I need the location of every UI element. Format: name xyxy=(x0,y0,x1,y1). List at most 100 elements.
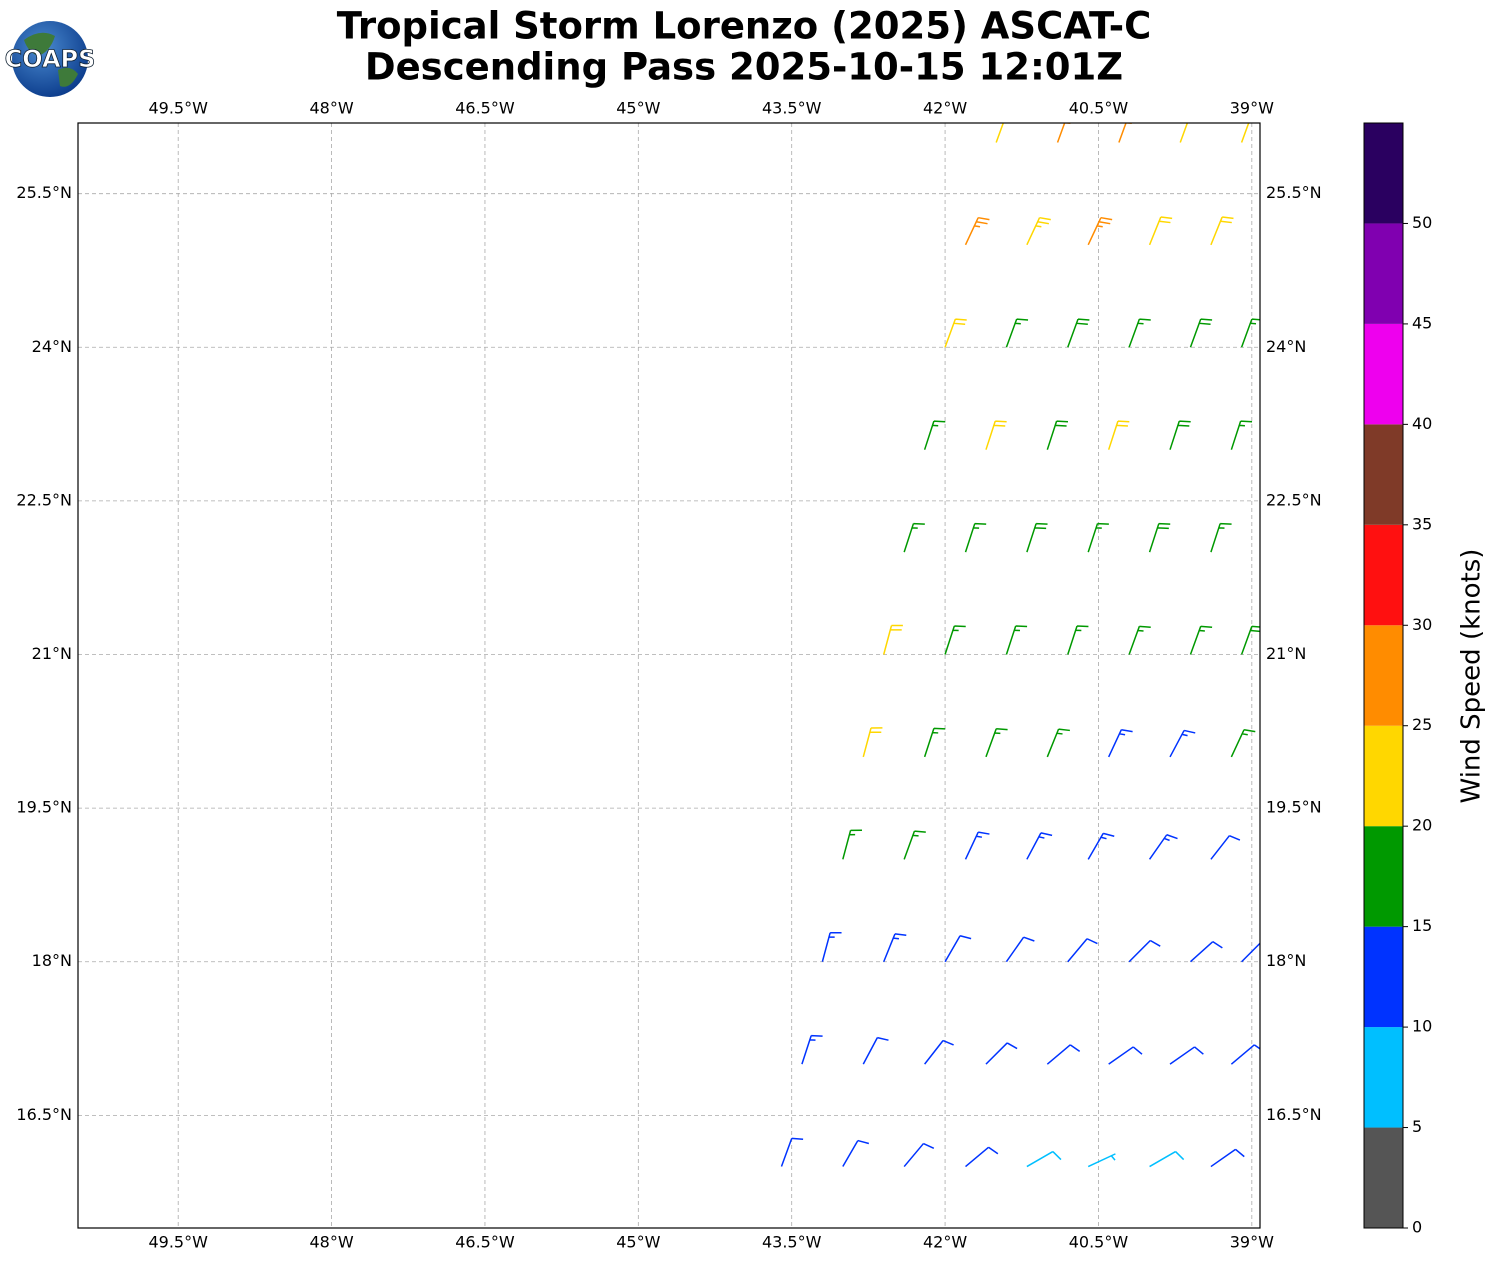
y-tick-label: 18°N xyxy=(1266,951,1306,970)
y-tick-label: 18°N xyxy=(32,951,72,970)
x-tick-label: 48°W xyxy=(309,99,353,118)
wind-barb xyxy=(985,420,1007,450)
wind-barb xyxy=(985,727,1008,758)
wind-barb xyxy=(862,727,883,758)
colorbar-segment xyxy=(1364,1027,1403,1128)
y-tick-label: 22.5°N xyxy=(16,490,72,509)
wind-barb xyxy=(1230,420,1253,450)
x-tick-label: 42°W xyxy=(923,99,967,118)
colorbar-tick-label: 50 xyxy=(1412,213,1432,232)
wind-barb xyxy=(964,522,987,553)
wind-barb xyxy=(1026,1150,1062,1168)
wind-barb xyxy=(1128,318,1151,348)
y-tick-label: 19.5°N xyxy=(16,798,72,817)
colorbar-tick-label: 25 xyxy=(1412,715,1432,734)
colorbar-tick-label: 40 xyxy=(1412,414,1432,433)
x-tick-label: 43.5°W xyxy=(762,1233,822,1252)
wind-barb xyxy=(1128,939,1161,963)
wind-barb xyxy=(903,830,926,860)
y-tick-label: 25.5°N xyxy=(1266,183,1322,202)
y-tick-label: 16.5°N xyxy=(1266,1105,1322,1124)
wind-barb xyxy=(923,420,946,450)
wind-barb xyxy=(944,318,967,348)
colorbar-segment xyxy=(1364,926,1403,1028)
wind-barb xyxy=(1189,625,1213,655)
x-tick-label: 46.5°W xyxy=(455,99,515,118)
x-tick-label: 45°W xyxy=(616,1233,660,1252)
wind-barb xyxy=(883,933,907,963)
y-tick-label: 22.5°N xyxy=(1266,490,1322,509)
wind-barb xyxy=(1026,522,1048,553)
wind-barb xyxy=(1128,625,1151,655)
colorbar-tick-label: 5 xyxy=(1412,1117,1422,1136)
wind-barb xyxy=(882,624,903,655)
wind-barb xyxy=(1210,1148,1245,1168)
y-tick-label: 19.5°N xyxy=(1266,798,1322,817)
wind-barb xyxy=(1240,123,1250,143)
wind-barb xyxy=(1189,318,1213,348)
x-tick-label: 49.5°W xyxy=(148,99,208,118)
wind-barb xyxy=(1148,522,1171,553)
grid xyxy=(78,123,1260,1228)
wind-barb xyxy=(1148,216,1173,246)
wind-barb xyxy=(1210,216,1234,246)
wind-barb xyxy=(924,1039,954,1065)
colorbar-tick-label: 30 xyxy=(1412,615,1432,634)
colorbar: 0 5 10 15 20 25 30 35 40 45 50 xyxy=(1363,122,1432,1237)
wind-barb xyxy=(1241,942,1260,963)
wind-barb xyxy=(1189,941,1223,963)
x-tick-label: 46.5°W xyxy=(455,1233,515,1252)
x-tick-label: 40.5°W xyxy=(1069,99,1129,118)
wind-barb xyxy=(1005,625,1028,655)
x-tick-label: 42°W xyxy=(923,1233,967,1252)
wind-barb xyxy=(1108,1046,1143,1065)
colorbar-tick-label: 10 xyxy=(1412,1017,1432,1036)
wind-barb xyxy=(985,1042,1018,1065)
wind-barb xyxy=(821,931,842,962)
colorbar-segment xyxy=(1364,223,1403,324)
wind-barb xyxy=(944,625,966,655)
y-tick-label: 24°N xyxy=(1266,337,1306,356)
wind-barb xyxy=(903,522,925,553)
colorbar-segment xyxy=(1364,1127,1403,1228)
colorbar-segment xyxy=(1364,725,1403,827)
wind-barb xyxy=(923,727,946,758)
logo-text: COAPS xyxy=(5,45,96,73)
wind-barb xyxy=(1067,318,1090,348)
wind-barb xyxy=(1026,832,1053,860)
wind-barb xyxy=(1067,938,1098,963)
colorbar-tick-label: 15 xyxy=(1412,916,1432,935)
wind-barb xyxy=(780,1137,804,1167)
colorbar-tick-label: 0 xyxy=(1412,1218,1422,1237)
wind-barb xyxy=(1087,522,1109,553)
colorbar-segment xyxy=(1364,323,1403,425)
wind-barb xyxy=(1148,834,1178,860)
colorbar-segment xyxy=(1364,625,1403,726)
y-tick-label: 16.5°N xyxy=(16,1105,72,1124)
colorbar-frame xyxy=(1363,122,1404,1229)
colorbar-tick-label: 20 xyxy=(1412,816,1432,835)
y-tick-label: 21°N xyxy=(1266,644,1306,663)
map-frame xyxy=(77,122,1261,1229)
wind-barb xyxy=(1067,625,1089,655)
wind-barb xyxy=(1087,832,1115,860)
wind-barb xyxy=(1169,1046,1204,1065)
y-tick-label: 24°N xyxy=(32,337,72,356)
y-tick-label: 21°N xyxy=(32,644,72,663)
colorbar-segment xyxy=(1364,123,1403,224)
wind-barb xyxy=(964,831,990,860)
wind-barb xyxy=(1005,318,1029,348)
colorbar-segment xyxy=(1364,826,1403,927)
x-tick-label: 45°W xyxy=(616,99,660,118)
wind-barb xyxy=(944,935,972,963)
x-tick-label: 39°W xyxy=(1230,1233,1274,1252)
wind-barb xyxy=(1056,123,1071,143)
chart-title: Tropical Storm Lorenzo (2025) ASCAT-C xyxy=(337,5,1152,48)
wind-barb xyxy=(862,1036,889,1065)
wind-barb xyxy=(842,1139,870,1167)
wind-barb xyxy=(1210,522,1232,553)
x-tick-label: 43.5°W xyxy=(762,99,822,118)
wind-barb xyxy=(1118,123,1132,143)
wind-barb xyxy=(1230,1044,1260,1065)
wind-barb xyxy=(1046,420,1069,450)
